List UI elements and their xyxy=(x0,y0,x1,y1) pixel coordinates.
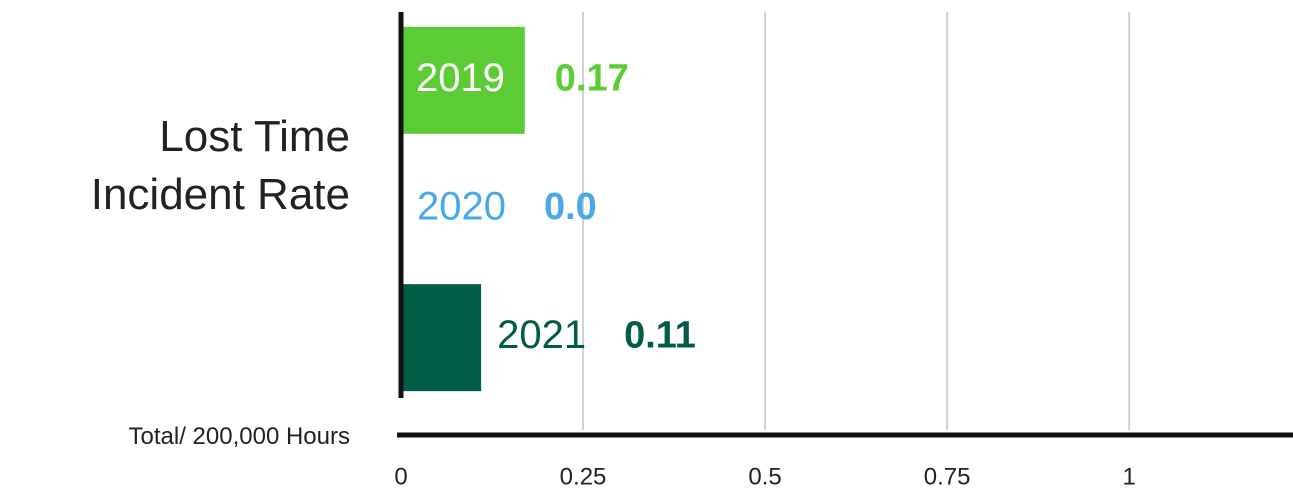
x-tick-label: 0.25 xyxy=(560,463,607,490)
category-label: 2019 xyxy=(416,56,505,100)
x-tick-label: 1 xyxy=(1122,463,1135,490)
x-tick-label: 0 xyxy=(394,463,407,490)
x-tick-label: 0.5 xyxy=(748,463,781,490)
category-label: 2021 xyxy=(497,313,586,357)
bar xyxy=(401,26,525,134)
x-axis-label: Total/ 200,000 Hours xyxy=(128,423,350,450)
value-label: 0.17 xyxy=(555,57,629,99)
xlabel-box: Total/ 200,000 Hours xyxy=(128,423,350,450)
category-label: 2020 xyxy=(417,185,506,229)
bar xyxy=(401,284,482,392)
x-tick-label: 0.75 xyxy=(924,463,971,490)
value-label: 0.11 xyxy=(624,315,696,357)
value-label: 0.0 xyxy=(544,186,597,228)
chart-title: Lost Time Incident Rate xyxy=(90,112,350,219)
title-box: Lost Time Incident Rate xyxy=(90,112,350,219)
